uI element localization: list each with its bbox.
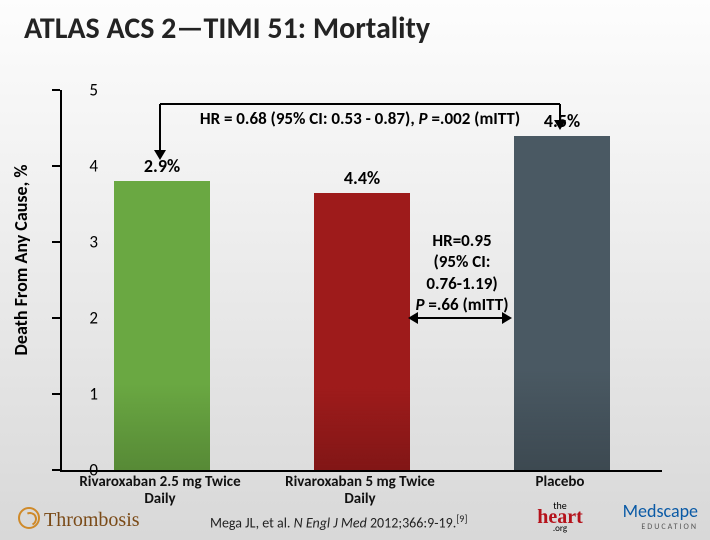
x-category-label: Rivaroxaban 5 mg Twice Daily xyxy=(270,474,450,509)
bar-1 xyxy=(314,193,410,470)
bar-value-label: 4.5% xyxy=(544,110,580,132)
y-tick-label: 1 xyxy=(58,384,98,405)
thrombosis-text: Thrombosis xyxy=(44,509,140,531)
y-tick-label: 5 xyxy=(58,80,98,101)
medscape-main: Medscape xyxy=(623,500,698,522)
chart-plot-area: 2.9% 4.4% 4.5% xyxy=(60,90,662,472)
theheart-logo: the heart .org xyxy=(530,503,590,532)
bar-value-label: 4.4% xyxy=(344,167,380,189)
bar-0 xyxy=(114,181,210,470)
y-axis-label: Death From Any Cause, % xyxy=(10,165,32,356)
annotation-top-hr: HR = 0.68 (95% CI: 0.53 - 0.87), P =.002… xyxy=(200,108,520,129)
x-category-label: Rivaroxaban 2.5 mg Twice Daily xyxy=(70,474,250,509)
thrombosis-icon xyxy=(18,507,40,529)
bar-value-label: 2.9% xyxy=(144,155,180,177)
y-tick-label: 2 xyxy=(58,308,98,329)
medscape-sub: EDUCATION xyxy=(623,522,698,532)
bar-2 xyxy=(514,136,610,470)
citation: Mega JL, et al. N Engl J Med 2012;366:9-… xyxy=(210,512,467,532)
y-tick-label: 4 xyxy=(58,156,98,177)
annotation-right-hr: HR=0.95(95% CI:0.76-1.19)P =.66 (mITT) xyxy=(416,230,509,315)
x-category-label: Placebo xyxy=(470,474,650,491)
page-title: ATLAS ACS 2—TIMI 51: Mortality xyxy=(24,10,430,47)
medscape-logo: Medscape EDUCATION xyxy=(623,500,698,532)
y-tick-label: 3 xyxy=(58,232,98,253)
